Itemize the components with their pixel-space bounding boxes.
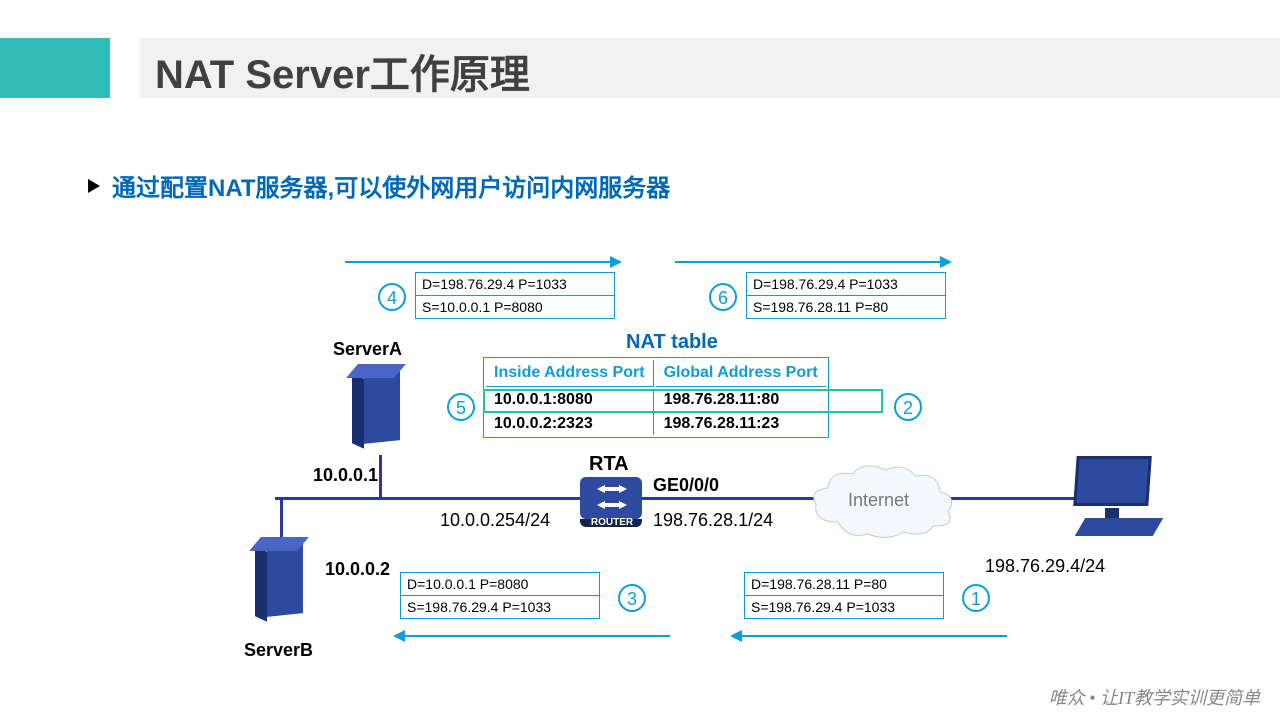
net-line-main (275, 497, 735, 500)
packet-6-src: S=198.76.28.11 P=80 (747, 296, 945, 318)
step-3-badge: 3 (618, 584, 646, 612)
nat-table-caption: NAT table (626, 331, 718, 354)
packet-6: D=198.76.29.4 P=1033 S=198.76.28.11 P=80 (746, 272, 946, 319)
packet-3-dst: D=10.0.0.1 P=8080 (401, 573, 599, 596)
step-2-badge: 2 (894, 393, 922, 421)
lan-gw: 10.0.0.254/24 (440, 510, 550, 531)
step-1-badge: 1 (962, 584, 990, 612)
arrow-3 (395, 635, 670, 637)
packet-3: D=10.0.0.1 P=8080 S=198.76.29.4 P=1033 (400, 572, 600, 619)
server-a-ip: 10.0.0.1 (313, 465, 378, 486)
step-5-badge: 5 (447, 393, 475, 421)
packet-6-dst: D=198.76.29.4 P=1033 (747, 273, 945, 296)
diagram-stage: 4 D=198.76.29.4 P=1033 S=10.0.0.1 P=8080… (0, 0, 1280, 720)
step-4-badge: 4 (378, 283, 406, 311)
arrow-6 (675, 261, 950, 263)
server-a-label: ServerA (333, 339, 402, 360)
ge-label: GE0/0/0 (653, 475, 719, 496)
server-b-icon (255, 535, 315, 625)
server-a-icon (352, 362, 412, 452)
arrow-4 (345, 261, 620, 263)
packet-4-dst: D=198.76.29.4 P=1033 (416, 273, 614, 296)
pc-icon (1065, 456, 1160, 541)
packet-3-src: S=198.76.29.4 P=1033 (401, 596, 599, 618)
wan-gw: 198.76.28.1/24 (653, 510, 773, 531)
pc-ip: 198.76.29.4/24 (985, 556, 1105, 577)
arrow-1 (732, 635, 1007, 637)
net-line-b (280, 497, 283, 537)
server-b-label: ServerB (244, 640, 313, 661)
nat-h1: Inside Address Port (486, 360, 654, 387)
nat-r2-inside: 10.0.0.2:2323 (486, 413, 654, 435)
nat-r2-global: 198.76.28.11:23 (656, 413, 826, 435)
packet-4: D=198.76.29.4 P=1033 S=10.0.0.1 P=8080 (415, 272, 615, 319)
nat-h2: Global Address Port (656, 360, 826, 387)
internet-label: Internet (848, 490, 909, 511)
footer-text: 唯众 • 让IT教学实训更简单 (1049, 684, 1260, 710)
net-line-a (379, 455, 382, 499)
router-sublabel: ROUTER (588, 517, 636, 528)
packet-1: D=198.76.28.11 P=80 S=198.76.29.4 P=1033 (744, 572, 944, 619)
server-b-ip: 10.0.0.2 (325, 559, 390, 580)
packet-1-src: S=198.76.29.4 P=1033 (745, 596, 943, 618)
packet-4-src: S=10.0.0.1 P=8080 (416, 296, 614, 318)
step-6-badge: 6 (709, 283, 737, 311)
nat-highlight (483, 389, 883, 413)
packet-1-dst: D=198.76.28.11 P=80 (745, 573, 943, 596)
